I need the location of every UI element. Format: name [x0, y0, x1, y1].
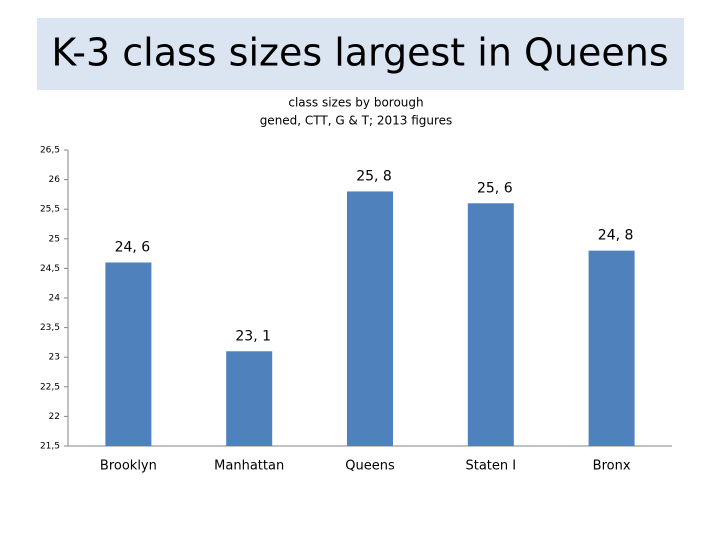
x-tick-label: Queens [345, 459, 395, 474]
y-tick-label: 26,5 [40, 146, 60, 156]
y-tick-label: 25,5 [40, 205, 60, 215]
y-tick-label: 23,5 [40, 323, 60, 333]
x-tick-label: Bronx [593, 459, 631, 474]
y-tick-label: 25 [49, 234, 60, 244]
data-label: 24, 8 [598, 228, 634, 244]
y-tick-label: 22 [49, 412, 60, 422]
bar [588, 250, 635, 446]
chart-subtitle: gened, CTT, G & T; 2013 figures [260, 114, 453, 128]
y-tick-label: 23 [49, 353, 60, 363]
bar [467, 203, 514, 446]
y-tick-label: 26 [49, 175, 61, 185]
data-label: 25, 8 [356, 168, 392, 184]
data-label: 24, 6 [115, 239, 151, 255]
x-tick-label: Staten I [465, 459, 516, 474]
y-tick-label: 24 [49, 294, 61, 304]
y-tick-label: 21,5 [40, 442, 60, 452]
y-tick-label: 22,5 [40, 382, 60, 392]
bar [105, 262, 152, 446]
bar [347, 191, 393, 446]
y-tick-label: 24,5 [40, 264, 60, 274]
slide-title: K-3 class sizes largest in Queens [51, 31, 668, 75]
title-box [37, 18, 684, 90]
data-label: 25, 6 [477, 180, 513, 196]
data-label: 23, 1 [235, 328, 271, 344]
chart-title: class sizes by borough [288, 96, 423, 110]
x-tick-label: Manhattan [214, 459, 284, 474]
x-tick-label: Brooklyn [100, 459, 157, 474]
bar [226, 351, 273, 446]
